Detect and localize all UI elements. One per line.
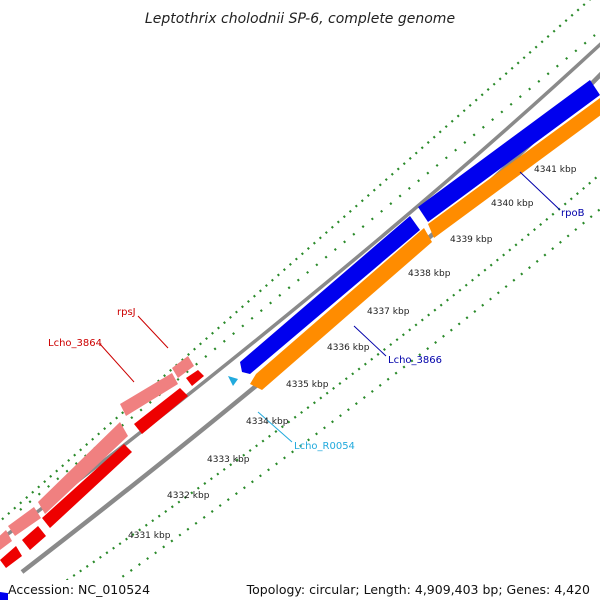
gene-lchoR0054[interactable] — [228, 376, 238, 386]
gene-red-1[interactable] — [186, 370, 204, 386]
tick-label: 4333 kbp — [207, 455, 250, 465]
leader-rpoB — [519, 171, 561, 211]
label-lcho3864: Lcho_3864 — [48, 338, 102, 349]
map-title: Leptothrix cholodnii SP-6, complete geno… — [145, 11, 455, 27]
gene-orange-1[interactable] — [428, 98, 600, 238]
label-lchoR0054: Lcho_R0054 — [294, 441, 355, 452]
gene-pink-4[interactable] — [8, 507, 41, 536]
tick-label: 4334 kbp — [246, 417, 289, 427]
tick-label: 4336 kbp — [327, 343, 370, 353]
gene-pink-3[interactable] — [38, 422, 128, 514]
tick-label: 4340 kbp — [491, 199, 534, 209]
tick-label: 4341 kbp — [534, 165, 577, 175]
gene-orange-2[interactable] — [250, 228, 432, 390]
gene-rpsJ[interactable] — [172, 356, 194, 378]
tick-label: 4332 kbp — [167, 491, 210, 501]
genome-summary-text: Topology: circular; Length: 4,909,403 bp… — [246, 580, 590, 600]
tick-label: 4338 kbp — [408, 269, 451, 279]
outer-tick-ring-marks — [19, 34, 596, 511]
reverse-strand — [250, 98, 600, 390]
label-lcho3866: Lcho_3866 — [388, 355, 442, 366]
gene-rpoB[interactable] — [418, 80, 600, 222]
gene-red-4[interactable] — [22, 526, 46, 550]
label-rpsJ: rpsJ — [117, 307, 136, 318]
leader-rpsJ — [137, 315, 169, 349]
gene-red-5[interactable] — [0, 546, 22, 568]
tick-label: 4335 kbp — [286, 380, 329, 390]
gene-red-3[interactable] — [42, 444, 132, 528]
leader-lchoR0054 — [257, 411, 293, 443]
leader-lcho3866 — [353, 325, 387, 357]
gene-lcho3864[interactable] — [120, 373, 178, 416]
tick-label: 4339 kbp — [450, 235, 493, 245]
inner-tick-ring — [59, 172, 600, 586]
leader-lcho3864 — [99, 343, 135, 383]
tick-label: 4331 kbp — [128, 531, 171, 541]
outer-tick-ring — [0, 0, 592, 523]
gene-lcho3866[interactable] — [240, 216, 420, 374]
gene-pink-5[interactable] — [0, 530, 12, 550]
tick-labels: 4331 kbp 4332 kbp 4333 kbp 4334 kbp 4335… — [128, 165, 577, 541]
forward-strand — [240, 80, 600, 374]
accession-text: Accession: NC_010524 — [8, 580, 151, 600]
left-genes — [0, 356, 204, 600]
tick-label: 4337 kbp — [367, 307, 410, 317]
label-rpoB: rpoB — [561, 208, 585, 219]
gene-red-2[interactable] — [134, 388, 188, 434]
